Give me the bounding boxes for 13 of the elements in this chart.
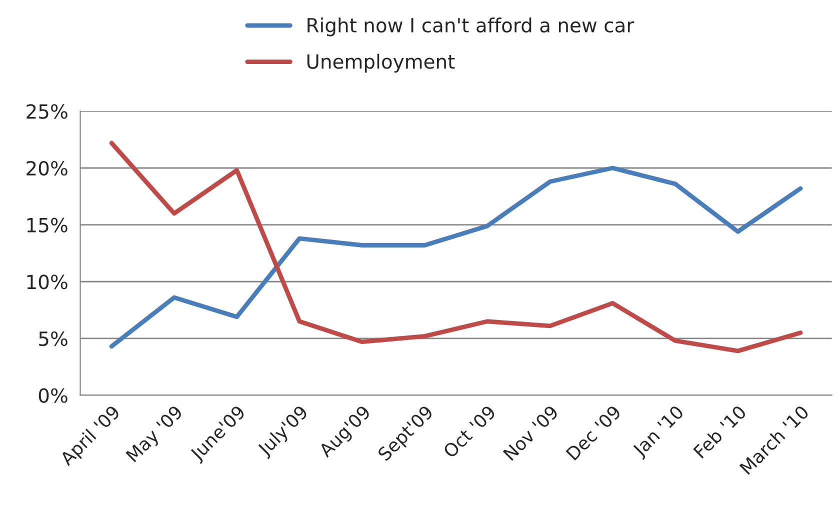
x-tick-label: Feb '10 bbox=[692, 404, 747, 459]
x-tick-label: Jan '10 bbox=[631, 404, 687, 460]
y-tick-label: 10% bbox=[27, 274, 68, 290]
y-tick-label: 15% bbox=[27, 218, 68, 232]
y-tick-label: 25% bbox=[26, 104, 68, 119]
y-tick-label: 5% bbox=[39, 331, 68, 346]
x-tick-label: Nov '09 bbox=[502, 404, 559, 461]
x-tick-label: Oct '09 bbox=[442, 404, 496, 459]
legend-label: Unemployment bbox=[307, 54, 455, 73]
legend-label: Right now I can't afford a new car bbox=[308, 18, 634, 36]
y-tick-label: 0% bbox=[38, 388, 68, 403]
y-tick-label: 20% bbox=[26, 160, 68, 176]
x-tick-label: Dec '09 bbox=[566, 404, 622, 461]
